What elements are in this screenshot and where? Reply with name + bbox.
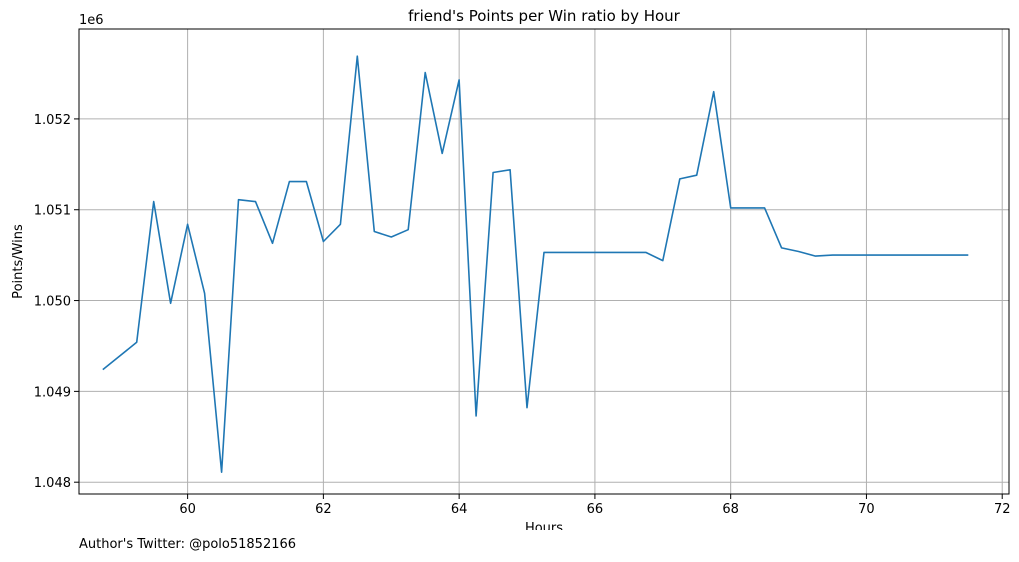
author-twitter-footer: Author's Twitter: @polo51852166 — [79, 537, 297, 552]
y-tick-label: 1.050 — [34, 295, 71, 310]
x-axis-label: Hours — [525, 521, 563, 530]
x-tick-label: 62 — [315, 502, 332, 517]
plot-frame — [78, 28, 1010, 495]
x-tick-label: 64 — [451, 502, 468, 517]
x-tick-label: 68 — [722, 502, 739, 517]
series-line-points-per-win — [102, 55, 969, 473]
y-axis-offset-label: 1e6 — [79, 13, 104, 28]
line-chart: 60 62 64 66 68 70 721.0481.0491.0501.0511.052 … — [11, 7, 1011, 530]
y-tick-label: 1.049 — [34, 385, 71, 400]
y-axis-label: Points/Wins — [11, 224, 26, 299]
axis-ticks: 60 62 64 66 68 70 72 1.048 1.049 1.050 1.051 1.052 — [34, 113, 1011, 517]
chart-title: friend's Points per Win ratio by Hour — [408, 7, 681, 25]
y-tick-label: 1.048 — [34, 476, 71, 491]
x-tick-label: 72 — [994, 502, 1011, 517]
x-tick-label: 60 — [179, 502, 196, 517]
y-tick-label: 1.051 — [34, 204, 71, 219]
y-tick-label: 1.052 — [34, 113, 71, 128]
x-tick-label: 70 — [858, 502, 875, 517]
x-tick-label: 66 — [587, 502, 604, 517]
grid — [79, 29, 1009, 494]
